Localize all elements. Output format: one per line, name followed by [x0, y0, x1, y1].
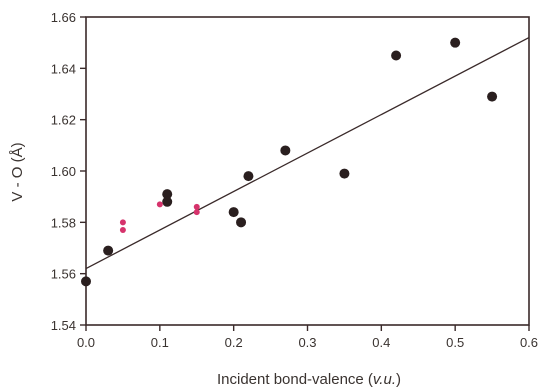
data-point-dark	[103, 245, 114, 256]
regression-line	[85, 36, 530, 270]
data-point-dark	[280, 145, 291, 156]
data-point-dark	[81, 276, 91, 287]
x-axis-title: Incident bond-valence (v.u.)	[217, 371, 401, 388]
data-point-dark	[243, 171, 254, 182]
data-point-dark	[391, 50, 402, 61]
y-tick-label: 1.56	[51, 267, 76, 282]
data-point-dark	[228, 207, 239, 218]
y-tick-label: 1.58	[51, 215, 76, 230]
x-tick-label: 0.5	[446, 335, 464, 350]
y-axis-title: V - O (Å)	[9, 142, 26, 201]
y-tick-label: 1.64	[51, 61, 76, 76]
data-point-dark	[162, 189, 173, 200]
y-tick-label: 1.54	[51, 318, 76, 333]
x-tick-label: 0.6	[520, 335, 538, 350]
data-point-pink	[119, 227, 126, 234]
x-tick-label: 0.4	[372, 335, 390, 350]
x-tick-label: 0.3	[298, 335, 316, 350]
data-point-dark	[236, 217, 247, 228]
data-point-pink	[119, 219, 126, 226]
data-point-dark	[487, 91, 498, 102]
x-tick-label: 0.1	[151, 335, 169, 350]
y-tick-label: 1.62	[51, 113, 76, 128]
data-point-pink	[156, 201, 163, 208]
data-point-dark	[339, 168, 350, 179]
data-point-dark	[450, 37, 461, 48]
plot-frame	[85, 16, 530, 326]
data-point-pink	[193, 209, 200, 216]
y-tick-label: 1.66	[51, 10, 76, 25]
data-point-dark	[162, 196, 173, 207]
y-tick-label: 1.60	[51, 164, 76, 179]
x-tick-label: 0.2	[225, 335, 243, 350]
x-tick-label: 0.0	[77, 335, 95, 350]
data-point-pink	[193, 203, 200, 210]
